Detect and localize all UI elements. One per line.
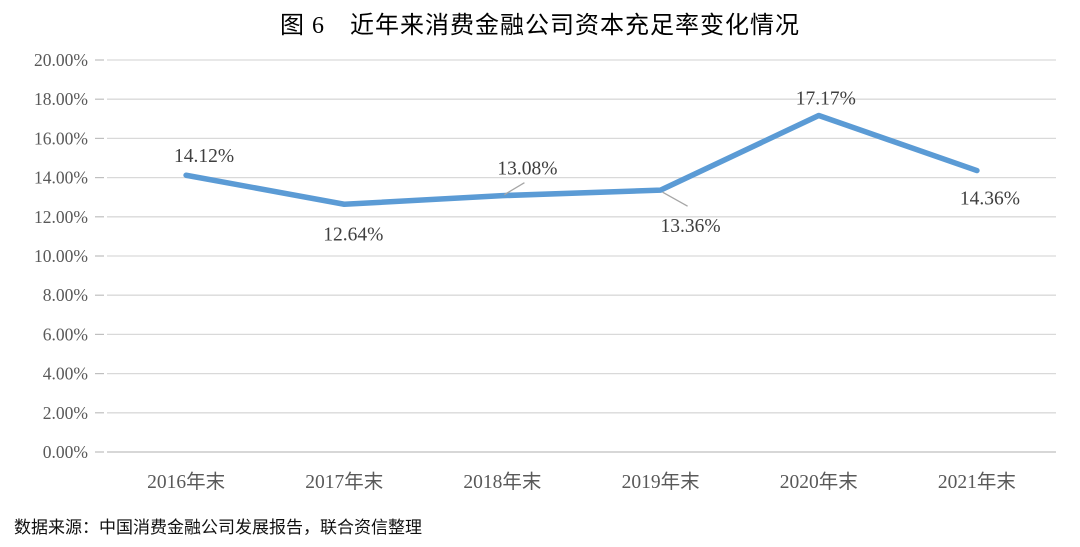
data-label: 14.36%	[960, 189, 1020, 210]
y-tick-label: 0.00%	[43, 442, 88, 462]
label-leader-line	[662, 191, 688, 207]
data-label: 14.12%	[174, 146, 234, 167]
data-label: 17.17%	[796, 88, 856, 109]
y-tick-label: 14.00%	[34, 168, 88, 188]
y-tick-label: 16.00%	[34, 128, 88, 148]
y-tick-label: 10.00%	[34, 246, 88, 266]
data-label: 13.36%	[661, 216, 721, 237]
x-tick-label: 2021年末	[938, 471, 1016, 493]
y-tick-label: 12.00%	[34, 207, 88, 227]
y-tick-label: 2.00%	[43, 403, 88, 423]
x-tick-label: 2019年末	[622, 471, 700, 493]
label-leader-line	[504, 182, 525, 196]
x-tick-label: 2016年末	[147, 471, 225, 493]
y-tick-label: 8.00%	[43, 285, 88, 305]
y-tick-label: 6.00%	[43, 324, 88, 344]
x-tick-label: 2020年末	[780, 471, 858, 493]
data-label: 12.64%	[323, 224, 383, 245]
chart-title: 图 6 近年来消费金融公司资本充足率变化情况	[280, 13, 800, 39]
y-tick-label: 18.00%	[34, 89, 88, 109]
series-line	[183, 112, 980, 208]
source-note: 数据来源：中国消费金融公司发展报告，联合资信整理	[14, 518, 422, 537]
y-tick-label: 4.00%	[43, 364, 88, 384]
x-tick-label: 2017年末	[305, 471, 383, 493]
x-tick-label: 2018年末	[463, 471, 541, 493]
y-tick-label: 20.00%	[34, 50, 88, 70]
data-label: 13.08%	[497, 159, 557, 180]
